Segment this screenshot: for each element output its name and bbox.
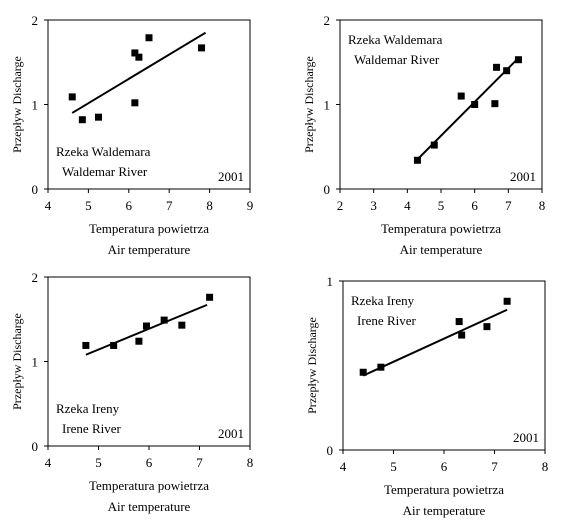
- x-tick-label: 5: [85, 198, 92, 213]
- trendline: [362, 308, 508, 377]
- x-tick-label: 7: [166, 198, 173, 213]
- data-point: [493, 63, 501, 71]
- y-tick-label: 2: [32, 270, 39, 285]
- x-tick-label: 5: [95, 455, 102, 470]
- data-point: [503, 297, 511, 305]
- data-point: [95, 113, 102, 121]
- x-tick-label: 9: [247, 198, 254, 213]
- y-tick-label: 1: [32, 355, 39, 370]
- x-axis-title: Temperatura powietrza: [384, 482, 504, 497]
- river-name-polish: Rzeka Waldemara: [348, 32, 443, 47]
- data-point: [131, 49, 139, 57]
- y-tick-label: 0: [327, 443, 334, 458]
- data-point: [514, 56, 522, 64]
- y-tick-label: 0: [32, 182, 39, 197]
- y-axis-title: Przepływ Discharge: [10, 56, 24, 153]
- x-tick-label: 7: [505, 198, 512, 213]
- y-tick-label: 0: [32, 439, 39, 454]
- data-point: [142, 322, 150, 330]
- x-tick-label: 6: [441, 459, 448, 474]
- data-point: [68, 93, 76, 101]
- year-label: 2001: [510, 169, 536, 184]
- year-label: 2001: [218, 169, 244, 184]
- year-label: 2001: [218, 426, 244, 441]
- data-point: [178, 321, 186, 329]
- data-point: [455, 318, 463, 326]
- river-name-english: Irene River: [357, 313, 417, 328]
- x-axis-title: Temperatura powietrza: [89, 221, 209, 236]
- river-name-english: Waldemar River: [62, 164, 148, 179]
- chart-panel-3: 4 5 6 7 8 0 1 2 Temperatura powietrza Air tempera…: [10, 270, 253, 514]
- x-tick-label: 2: [337, 198, 344, 213]
- x-tick-label: 8: [542, 459, 549, 474]
- data-point: [145, 34, 153, 42]
- x-tick-label: 5: [438, 198, 445, 213]
- data-point: [198, 44, 206, 52]
- x-tick-label: 3: [370, 198, 377, 213]
- x-tick-label: 6: [471, 198, 478, 213]
- x-tick-label: 5: [390, 459, 397, 474]
- trendline: [71, 31, 207, 114]
- y-tick-label: 1: [324, 98, 331, 113]
- data-point: [471, 101, 479, 108]
- x-tick-label: 4: [45, 455, 52, 470]
- river-name-polish: Rzeka Ireny: [351, 293, 415, 308]
- data-point: [430, 141, 438, 149]
- y-tick-label: 1: [32, 98, 39, 113]
- data-point: [457, 92, 465, 100]
- x-tick-label: 4: [45, 198, 52, 213]
- data-point: [160, 316, 168, 324]
- river-name-polish: Rzeka Ireny: [56, 401, 120, 416]
- x-axis-title-english: Air temperature: [108, 242, 191, 257]
- data-point: [206, 293, 214, 301]
- x-tick-label: 4: [340, 459, 347, 474]
- x-tick-label: 8: [247, 455, 254, 470]
- year-label: 2001: [513, 430, 539, 445]
- chart-panel-4: 4 5 6 7 8 0 1 Temperatura powietrza Air temperat…: [305, 274, 548, 518]
- y-tick-label: 2: [324, 13, 331, 28]
- data-point: [135, 53, 143, 61]
- data-point: [483, 323, 491, 331]
- x-tick-label: 8: [206, 198, 213, 213]
- x-tick-label: 6: [126, 198, 133, 213]
- x-axis-title: Temperatura powietrza: [381, 221, 501, 236]
- data-point: [82, 341, 90, 349]
- y-tick-label: 2: [32, 13, 39, 28]
- data-point: [110, 341, 118, 349]
- data-point: [413, 156, 421, 164]
- y-axis-title: Przepływ Discharge: [10, 313, 24, 410]
- river-name-polish: Rzeka Waldemara: [56, 144, 151, 159]
- river-name-english: Waldemar River: [354, 52, 440, 67]
- y-tick-label: 0: [324, 182, 331, 197]
- river-name-english: Irene River: [62, 421, 122, 436]
- data-point: [503, 67, 511, 75]
- data-point: [377, 363, 385, 371]
- x-tick-label: 6: [146, 455, 153, 470]
- data-point: [131, 99, 139, 107]
- y-axis-title: Przepływ Discharge: [305, 317, 319, 414]
- x-axis-title-english: Air temperature: [403, 503, 486, 518]
- y-tick-label: 1: [327, 274, 334, 289]
- x-tick-label: 8: [539, 198, 546, 213]
- data-point: [359, 368, 367, 376]
- x-axis-title: Temperatura powietrza: [89, 478, 209, 493]
- data-point: [458, 331, 466, 339]
- data-point: [78, 116, 86, 124]
- trendline: [85, 303, 208, 356]
- x-tick-label: 7: [491, 459, 498, 474]
- x-tick-label: 4: [404, 198, 411, 213]
- x-tick-label: 7: [196, 455, 203, 470]
- y-axis-title: Przepływ Discharge: [302, 56, 316, 153]
- x-axis-title-english: Air temperature: [108, 499, 191, 514]
- data-point: [491, 100, 499, 108]
- data-point: [135, 337, 143, 345]
- chart-panel-2: 2 3 4 5 6 7 8 0 1 2 Temperatura powietrza Air tempe…: [302, 13, 545, 257]
- chart-panel-1: 4 5 6 7 8 9 0 1 2 Temperatura powietrza Air temper…: [10, 13, 253, 257]
- x-axis-title-english: Air temperature: [400, 242, 483, 257]
